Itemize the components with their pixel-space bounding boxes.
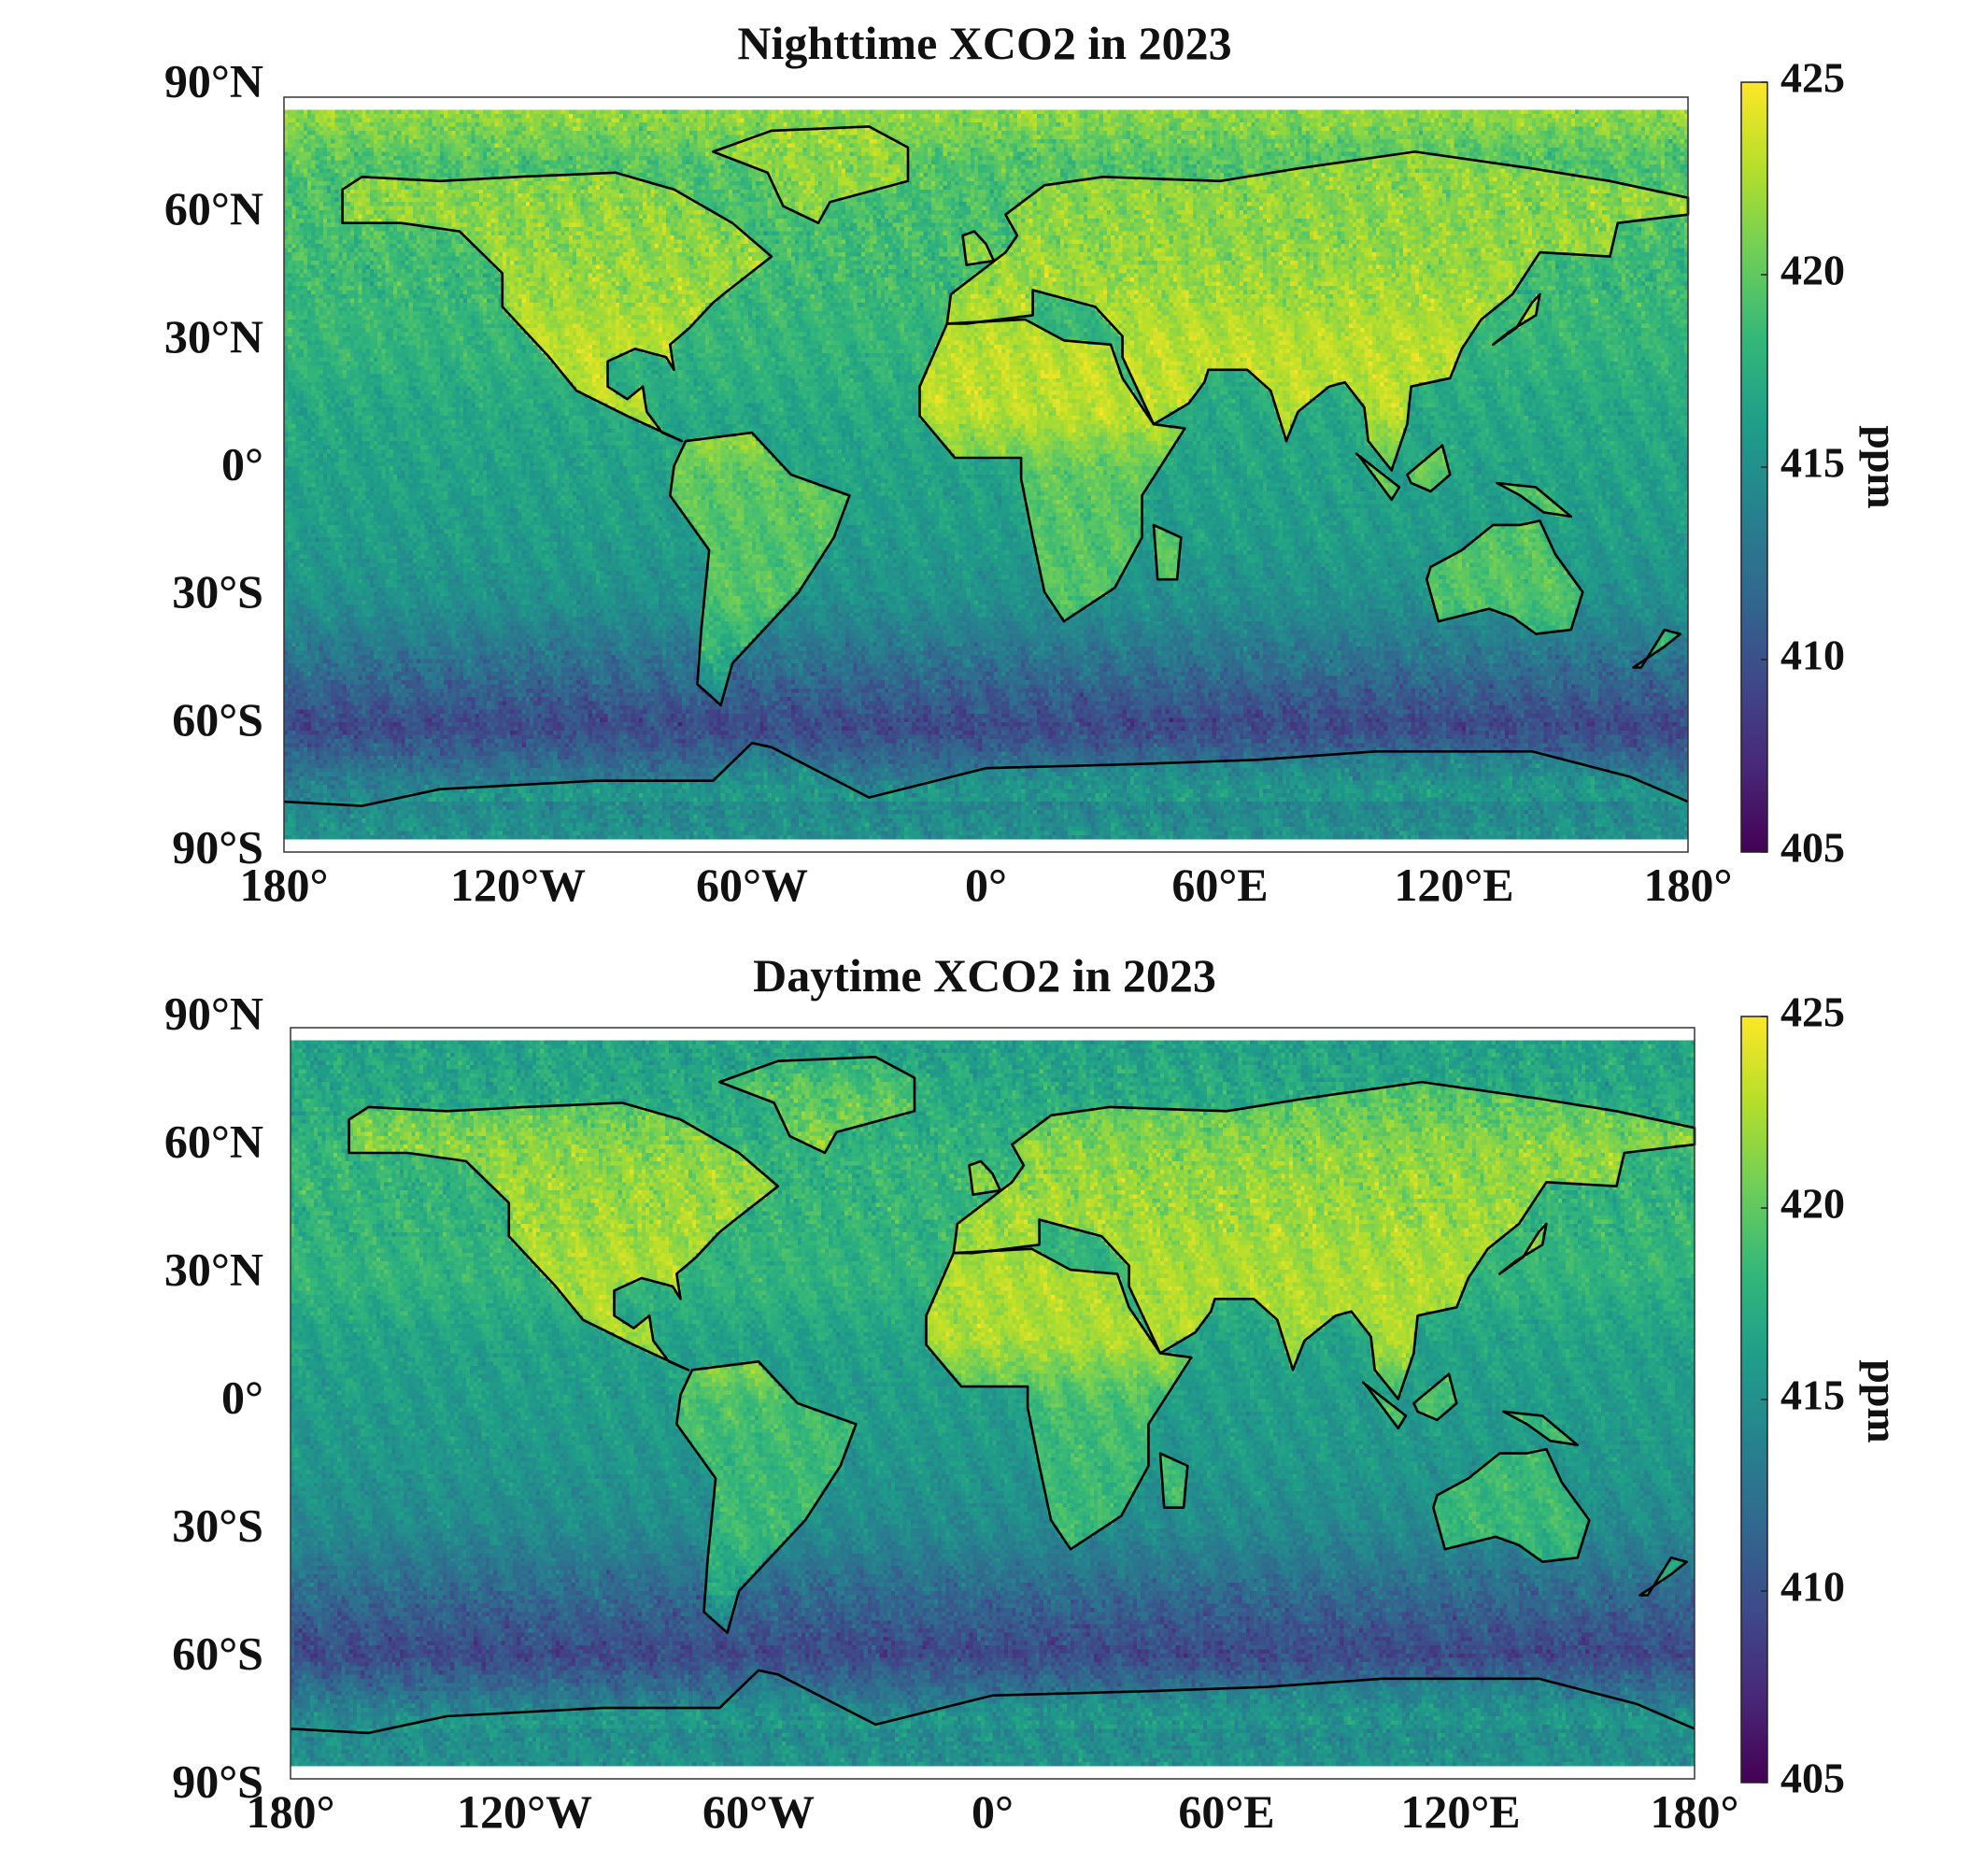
y-tick-label: 60°N: [164, 182, 263, 234]
coastline-path: [718, 1056, 916, 1155]
y-tick-label: 30°S: [172, 1499, 263, 1551]
x-tick-label: 0°: [965, 859, 1007, 911]
coastline-path: [1432, 1447, 1591, 1563]
daytime-map-panel: Daytime XCO2 in 2023 90°N 60°N 30°N 0° 30°S 6…: [0, 934, 1986, 1876]
colorbar-tick-label: 410: [1780, 1563, 1845, 1611]
colorbar-unit-label: ppm: [1859, 425, 1907, 508]
y-tick-label: 30°N: [164, 310, 263, 362]
coastline-path: [669, 431, 851, 707]
y-tick-label: 60°S: [172, 1627, 263, 1679]
coastline-path: [1361, 1381, 1408, 1430]
colorbar-tick-label: 405: [1780, 824, 1845, 872]
x-tick-label: 60°E: [1178, 1785, 1274, 1838]
x-tick-label: 180°: [1644, 859, 1733, 911]
x-tick-label: 180°: [1651, 1785, 1739, 1838]
x-tick-label: 0°: [972, 1785, 1014, 1838]
y-tick-label: 60°S: [172, 693, 263, 746]
y-tick-label: 0°: [221, 1371, 263, 1423]
colorbar-tick-label: 405: [1780, 1755, 1845, 1802]
colorbar-unit-label: ppm: [1859, 1359, 1907, 1443]
x-tick-label: 120°E: [1400, 1785, 1520, 1838]
y-tick-label: 0°: [221, 437, 263, 490]
coastline-path: [952, 1080, 1696, 1400]
coastline-path: [1492, 292, 1541, 347]
x-tick-label: 180°: [247, 1785, 335, 1838]
nighttime-map-panel: Nighttime XCO2 in 2023 90°N 60°N 30°N 0° 30°…: [0, 0, 1986, 934]
coastline-path: [918, 318, 1186, 623]
y-tick-label: 90°S: [172, 1755, 263, 1807]
y-tick-label: 30°S: [172, 565, 263, 618]
coastline-path: [348, 1101, 780, 1371]
x-tick-label: 180°: [240, 859, 329, 911]
colorbar-tick-label: 410: [1780, 632, 1845, 679]
y-tick-label: 90°S: [172, 820, 263, 873]
x-tick-label: 60°W: [696, 859, 808, 911]
coastline-path: [1426, 519, 1584, 635]
colorbar-tick-label: 415: [1780, 1371, 1845, 1419]
coastline-path: [1406, 444, 1452, 493]
coastline-path: [961, 230, 996, 266]
xco2-heatmap-raster: [284, 97, 1688, 852]
y-tick-label: 90°N: [164, 987, 263, 1039]
x-tick-label: 60°E: [1171, 859, 1268, 911]
colorbar-tick-label: 415: [1780, 439, 1845, 487]
y-tick-label: 30°N: [164, 1243, 263, 1295]
x-tick-label: 120°W: [450, 859, 586, 911]
colorbar-tick-label: 420: [1780, 247, 1845, 294]
coastline-path: [1496, 481, 1573, 519]
colorbar-tick-label: 425: [1780, 54, 1845, 102]
x-tick-label: 60°W: [702, 1785, 815, 1838]
coastline-path: [945, 150, 1690, 472]
y-tick-label: 90°N: [164, 54, 263, 107]
coastlines: [290, 1056, 1696, 1735]
coastline-path: [925, 1247, 1193, 1551]
chart-title: Nighttime XCO2 in 2023: [737, 17, 1232, 69]
x-tick-label: 120°W: [457, 1785, 592, 1838]
coastline-path: [1412, 1372, 1458, 1422]
coastlines: [283, 125, 1690, 807]
coastline-path: [1638, 1556, 1688, 1597]
coastline-path: [1152, 523, 1183, 581]
coastline-path: [1498, 1222, 1548, 1275]
colorbar-tick-label: 420: [1780, 1180, 1845, 1228]
xco2-heatmap-raster: [291, 1028, 1695, 1779]
coastline-path: [290, 1669, 1695, 1735]
chart-title: Daytime XCO2 in 2023: [753, 949, 1216, 1002]
coastline-path: [1355, 452, 1401, 502]
colorbar-tick-label: 425: [1780, 988, 1845, 1036]
coastline-path: [712, 125, 910, 224]
coastline-path: [283, 742, 1689, 807]
coastline-path: [1632, 628, 1681, 669]
coastline-path: [675, 1360, 858, 1634]
x-tick-label: 120°E: [1394, 859, 1513, 911]
y-tick-label: 60°N: [164, 1115, 263, 1167]
coastline-path: [1502, 1410, 1580, 1446]
coastline-path: [341, 171, 773, 443]
coastline-path: [968, 1159, 1002, 1196]
coastline-path: [1158, 1452, 1189, 1509]
map-frame: [283, 96, 1689, 853]
map-frame: [290, 1027, 1695, 1780]
